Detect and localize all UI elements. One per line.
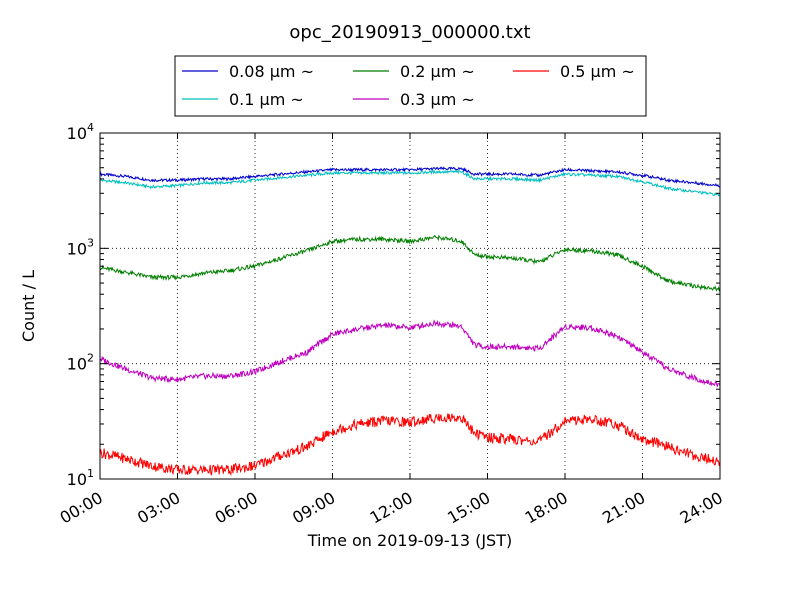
x-tick-labels: 00:00 03:00 06:00 09:00 12:00 15:00 18:00 21:00…: [57, 488, 726, 528]
y-tick-labels: 101 102 103 104: [67, 121, 94, 489]
series-line: [99, 319, 721, 387]
legend-label: 0.5 μm ~: [560, 62, 635, 81]
legend-frame: [174, 55, 647, 117]
y-tick-label: 103: [67, 236, 94, 258]
y-tick-label: 102: [67, 352, 94, 374]
x-tick-label: 03:00: [134, 488, 183, 528]
legend-label: 0.1 μm ~: [229, 90, 304, 109]
x-tick-label: 06:00: [212, 488, 261, 528]
x-tick-label: 09:00: [289, 488, 338, 528]
x-tick-label: 12:00: [367, 488, 416, 528]
y-axis-label: Count / L: [19, 270, 38, 342]
legend-label: 0.08 μm ~: [229, 62, 314, 81]
x-axis-label: Time on 2019-09-13 (JST): [307, 531, 512, 550]
y-tick-label: 101: [67, 467, 94, 489]
x-tick-label: 24:00: [677, 488, 726, 528]
series-line: [99, 166, 721, 188]
x-tick-label: 21:00: [599, 488, 648, 528]
series-lines: [99, 166, 721, 477]
series-line: [99, 169, 721, 197]
series-line: [99, 234, 721, 292]
legend-label: 0.3 μm ~: [400, 90, 475, 109]
chart-title: opc_20190913_000000.txt: [289, 22, 530, 43]
legend-label: 0.2 μm ~: [400, 62, 475, 81]
x-tick-label: 15:00: [444, 488, 493, 528]
x-tick-label: 00:00: [57, 488, 106, 528]
legend: 0.08 μm ~ 0.1 μm ~ 0.2 μm ~ 0.3 μm ~ 0.5 μm …: [174, 55, 647, 117]
series-line: [99, 413, 721, 477]
x-tick-label: 18:00: [522, 488, 571, 528]
y-tick-label: 104: [67, 121, 94, 143]
axis-ticks: [99, 132, 721, 480]
